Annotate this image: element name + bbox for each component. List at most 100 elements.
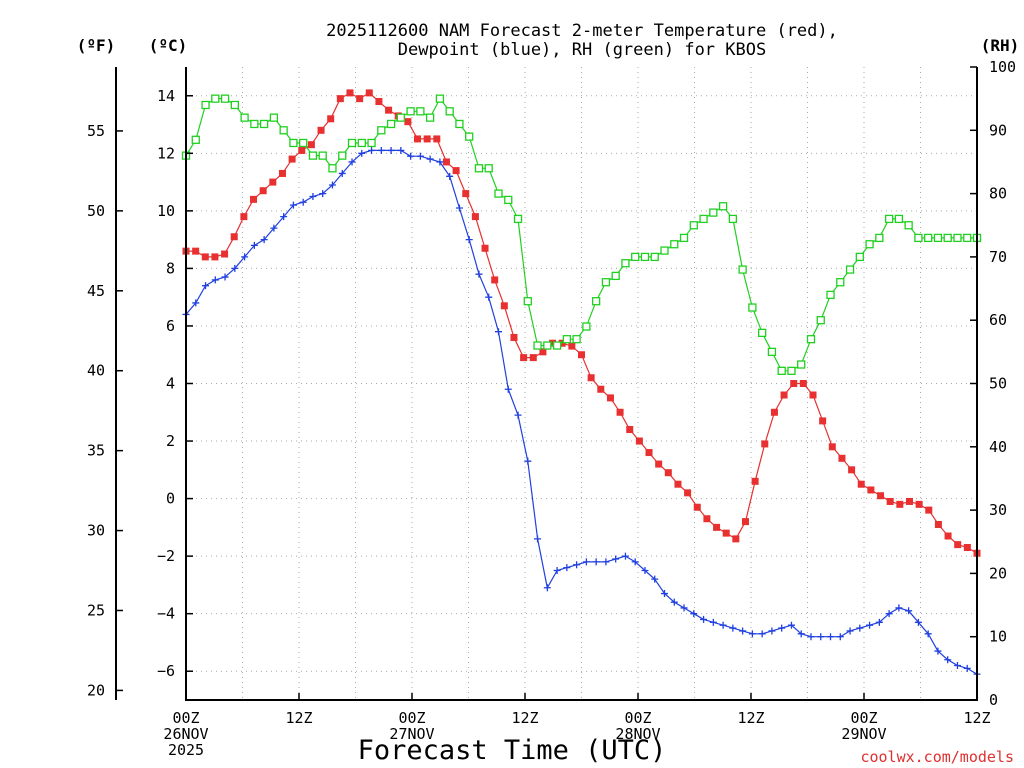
- rh-point: [611, 271, 620, 281]
- temperature-point: [587, 374, 595, 382]
- rh-tick-label: 20: [989, 564, 1007, 582]
- rh-point: [924, 233, 933, 243]
- celsius-tick-label: 0: [166, 490, 175, 508]
- rh-tick-label: 10: [989, 628, 1007, 646]
- rh-tick-label: 40: [989, 438, 1007, 456]
- rh-point: [933, 233, 943, 243]
- dewpoint-point: [836, 633, 844, 641]
- rh-point: [386, 119, 396, 129]
- rh-tick-label: 100: [989, 58, 1016, 76]
- temperature-point: [192, 247, 200, 255]
- rh-point: [709, 208, 718, 217]
- temperature-point: [414, 135, 422, 143]
- dewpoint-point: [309, 192, 317, 200]
- fahrenheit-tick-label: 25: [87, 601, 105, 619]
- axes: [115, 66, 978, 701]
- fahrenheit-tick-label: 50: [87, 202, 105, 220]
- rh-tick-label: 50: [989, 375, 1007, 393]
- temperature-point: [442, 158, 450, 166]
- rh-tick-label: 0: [989, 691, 998, 709]
- temperature-point: [529, 354, 537, 362]
- temperature-point: [230, 233, 238, 241]
- rh-point: [836, 278, 845, 287]
- rh-point: [679, 233, 689, 243]
- temperature-point: [761, 440, 769, 448]
- dewpoint-point: [426, 155, 434, 163]
- rh-point: [396, 113, 405, 122]
- temperature-point: [713, 523, 721, 531]
- temperature-point: [867, 486, 875, 494]
- chart-title-line1: 2025112600 NAM Forecast 2-meter Temperat…: [326, 21, 838, 41]
- temperature-point: [780, 391, 788, 399]
- temperature-point: [616, 408, 624, 416]
- temperature-point: [645, 449, 653, 457]
- dewpoint-point: [250, 241, 258, 249]
- temperature-point: [221, 250, 229, 258]
- temperature-point: [317, 126, 325, 134]
- dewpoint-point: [358, 149, 366, 157]
- rh-point: [855, 252, 864, 262]
- temperature-point: [327, 115, 335, 123]
- rh-point: [230, 100, 239, 110]
- temperature-point: [925, 506, 933, 514]
- dewpoint-point: [592, 558, 600, 566]
- dewpoint-point: [573, 561, 581, 569]
- dewpoint-point: [260, 236, 268, 244]
- dewpoint-point: [328, 181, 336, 189]
- temperature-point: [549, 339, 557, 347]
- dewpoint-point: [416, 152, 424, 160]
- temperature-point: [500, 302, 508, 310]
- dewpoint-point: [446, 172, 454, 180]
- temperature-point: [915, 500, 923, 508]
- rh-point: [591, 297, 601, 306]
- dewpoint-point: [709, 618, 717, 626]
- temperature-point: [250, 195, 258, 203]
- x-tick-date-label: 28NOV: [615, 725, 660, 743]
- dewpoint-point: [319, 190, 327, 198]
- temperature-point: [877, 492, 885, 500]
- rh-point: [845, 265, 855, 274]
- rh-point: [201, 100, 210, 110]
- rh-series-line: [185, 97, 977, 372]
- rh-point: [533, 341, 542, 350]
- temperature-point: [703, 515, 711, 523]
- rh-point: [416, 107, 425, 116]
- tick-labels: −6−4−20246810121420253035404550550102030…: [87, 58, 1016, 759]
- rh-point: [787, 366, 796, 375]
- dewpoint-point: [700, 615, 708, 623]
- temperature-point: [452, 167, 460, 175]
- dewpoint-point: [807, 633, 815, 641]
- rh-point: [670, 240, 679, 249]
- temperature-point: [491, 276, 499, 284]
- site-credit: coolwx.com/models: [860, 748, 1014, 766]
- rh-point: [377, 126, 386, 135]
- rh-point: [308, 151, 318, 160]
- x-tick-label: 00Z: [624, 709, 651, 727]
- dewpoint-point: [866, 621, 874, 629]
- rh-point: [572, 335, 581, 344]
- rh-point: [816, 316, 825, 325]
- rh-point: [631, 252, 640, 262]
- temperature-point: [655, 460, 663, 468]
- temperature-point: [298, 146, 306, 154]
- temperature-point: [934, 520, 942, 528]
- celsius-tick-label: 8: [166, 259, 175, 277]
- rh-point: [943, 233, 952, 243]
- rh-point: [425, 113, 435, 122]
- rh-point: [797, 360, 806, 369]
- temperature-point: [375, 98, 383, 106]
- dewpoint-point: [641, 567, 649, 575]
- dewpoint-point: [280, 213, 288, 221]
- dewpoint-point: [905, 607, 913, 615]
- rh-point: [904, 221, 913, 230]
- celsius-tick-label: 10: [157, 202, 175, 220]
- rh-point: [552, 341, 562, 350]
- rh-point: [562, 335, 572, 344]
- x-tick-label: 00Z: [850, 709, 877, 727]
- temperature-point: [404, 118, 412, 126]
- dewpoint-point: [787, 621, 795, 629]
- temperature-point: [597, 385, 605, 393]
- celsius-tick-label: 6: [166, 317, 175, 335]
- x-tick-label: 12Z: [963, 709, 990, 727]
- series-layer: [181, 89, 982, 678]
